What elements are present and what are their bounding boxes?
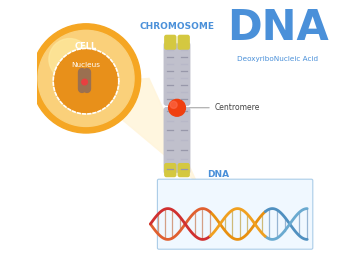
FancyBboxPatch shape — [177, 42, 190, 106]
Text: Thymine: Thymine — [206, 237, 235, 243]
Text: GENE: GENE — [278, 186, 306, 195]
Circle shape — [54, 50, 118, 113]
Text: Guanine: Guanine — [176, 188, 204, 193]
Circle shape — [38, 30, 134, 127]
Text: DNA: DNA — [207, 170, 229, 179]
Circle shape — [82, 79, 87, 85]
Text: Cytosine: Cytosine — [175, 237, 204, 243]
FancyBboxPatch shape — [164, 42, 177, 106]
FancyBboxPatch shape — [178, 163, 190, 177]
FancyBboxPatch shape — [164, 163, 176, 177]
Polygon shape — [116, 78, 196, 182]
Circle shape — [32, 24, 141, 133]
Text: Centromere: Centromere — [188, 103, 260, 112]
FancyBboxPatch shape — [164, 107, 177, 174]
Text: Adenine: Adenine — [207, 188, 234, 193]
FancyBboxPatch shape — [164, 35, 176, 50]
Text: CELL: CELL — [75, 42, 97, 51]
Text: DNA: DNA — [227, 7, 329, 49]
Text: DeoxyriboNucleic Acid: DeoxyriboNucleic Acid — [237, 56, 318, 62]
Text: Nucleus: Nucleus — [72, 62, 101, 68]
Circle shape — [169, 99, 185, 116]
Circle shape — [170, 101, 177, 108]
Text: CHROMOSOME: CHROMOSOME — [139, 22, 215, 31]
FancyBboxPatch shape — [158, 179, 313, 249]
Circle shape — [49, 39, 90, 80]
FancyBboxPatch shape — [177, 107, 190, 174]
FancyBboxPatch shape — [178, 35, 190, 50]
